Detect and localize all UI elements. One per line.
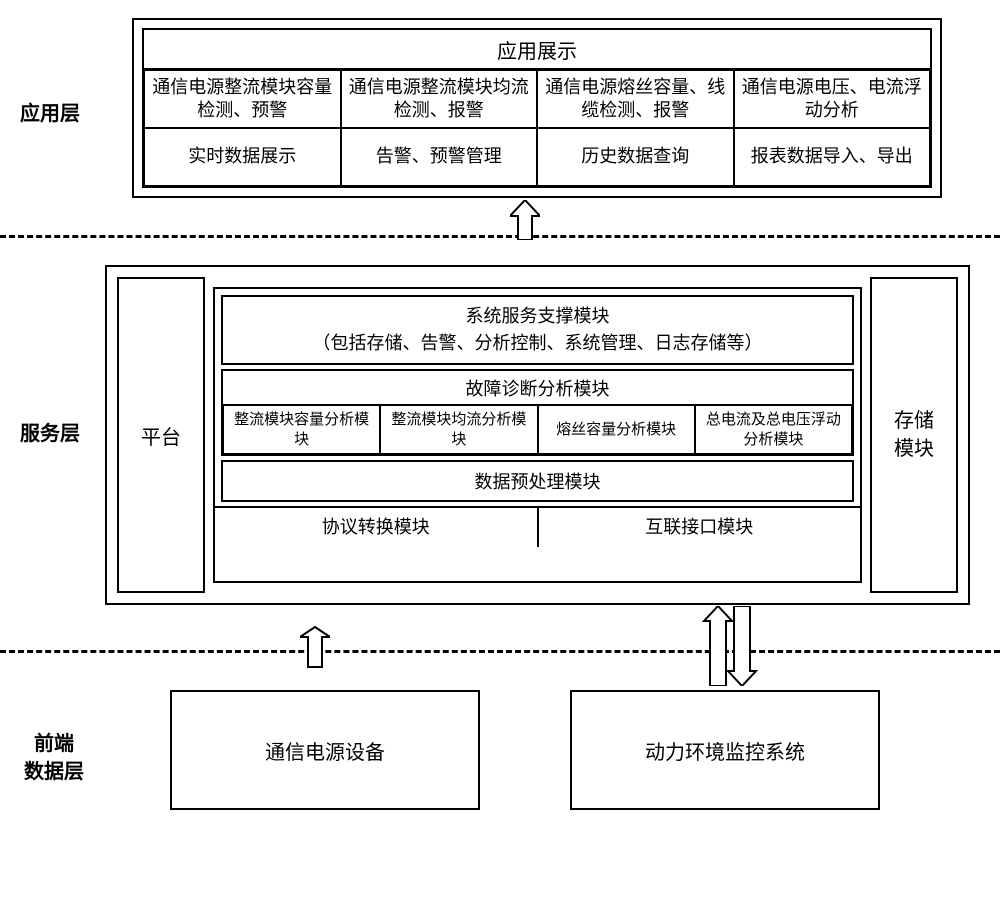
service-bottom-row: 协议转换模块 互联接口模块: [215, 506, 860, 547]
fault-cell-1: 整流模块容量分析模块: [222, 404, 381, 455]
app-cell-r1c1: 通信电源整流模块容量检测、预警: [143, 69, 342, 129]
fault-title: 故障诊断分析模块: [223, 371, 852, 405]
service-left-platform: 平台: [117, 277, 205, 593]
app-cell-r1c3: 通信电源熔丝容量、线缆检测、报警: [536, 69, 735, 129]
support-line2: （包括存储、告警、分析控制、系统管理、日志存储等）: [313, 333, 763, 353]
support-line1: 系统服务支撑模块: [466, 306, 610, 326]
service-support-module: 系统服务支撑模块 （包括存储、告警、分析控制、系统管理、日志存储等）: [221, 295, 854, 365]
divider-2: [0, 650, 1000, 653]
app-cell-r1c2: 通信电源整流模块均流检测、报警: [340, 69, 539, 129]
app-cell-r2c3: 历史数据查询: [536, 127, 735, 187]
service-fault-module: 故障诊断分析模块 整流模块容量分析模块 整流模块均流分析模块 熔丝容量分析模块 …: [221, 369, 854, 456]
app-layer-box: 应用展示 通信电源整流模块容量检测、预警 通信电源整流模块均流检测、报警 通信电…: [132, 18, 942, 198]
service-right-storage: 存储 模块: [870, 277, 958, 593]
front-left-box: 通信电源设备: [170, 690, 480, 810]
app-row1: 通信电源整流模块容量检测、预警 通信电源整流模块均流检测、报警 通信电源熔丝容量…: [144, 70, 930, 128]
front-label-line1: 前端: [34, 733, 74, 755]
app-inner-box: 应用展示 通信电源整流模块容量检测、预警 通信电源整流模块均流检测、报警 通信电…: [142, 28, 932, 188]
divider-1: [0, 235, 1000, 238]
front-right-box: 动力环境监控系统: [570, 690, 880, 810]
app-header: 应用展示: [144, 30, 930, 70]
layer-label-service: 服务层: [20, 420, 80, 448]
service-mid-box: 系统服务支撑模块 （包括存储、告警、分析控制、系统管理、日志存储等） 故障诊断分…: [213, 287, 862, 583]
app-row2: 实时数据展示 告警、预警管理 历史数据查询 报表数据导入、导出: [144, 128, 930, 186]
layer-label-front: 前端 数据层: [24, 730, 84, 786]
arrow-front-left-to-service: [300, 607, 330, 647]
arrow-service-to-app: [510, 200, 540, 240]
layer-label-app: 应用层: [20, 100, 80, 128]
protocol-convert-module: 协议转换模块: [215, 506, 539, 547]
fault-row: 整流模块容量分析模块 整流模块均流分析模块 熔丝容量分析模块 总电流及总电压浮动…: [223, 405, 852, 454]
service-mid-wrap: 系统服务支撑模块 （包括存储、告警、分析控制、系统管理、日志存储等） 故障诊断分…: [205, 277, 870, 593]
app-cell-r2c1: 实时数据展示: [143, 127, 342, 187]
app-cell-r2c4: 报表数据导入、导出: [733, 127, 932, 187]
interconnect-module: 互联接口模块: [539, 506, 861, 547]
fault-cell-4: 总电流及总电压浮动分析模块: [694, 404, 853, 455]
app-cell-r2c2: 告警、预警管理: [340, 127, 539, 187]
service-layer-box: 平台 系统服务支撑模块 （包括存储、告警、分析控制、系统管理、日志存储等） 故障…: [105, 265, 970, 605]
fault-cell-2: 整流模块均流分析模块: [379, 404, 538, 455]
service-preprocess-module: 数据预处理模块: [221, 460, 854, 502]
arrow-bi-service-front-right: [700, 606, 760, 686]
fault-cell-3: 熔丝容量分析模块: [537, 404, 696, 455]
app-cell-r1c4: 通信电源电压、电流浮动分析: [733, 69, 932, 129]
front-label-line2: 数据层: [24, 761, 84, 783]
